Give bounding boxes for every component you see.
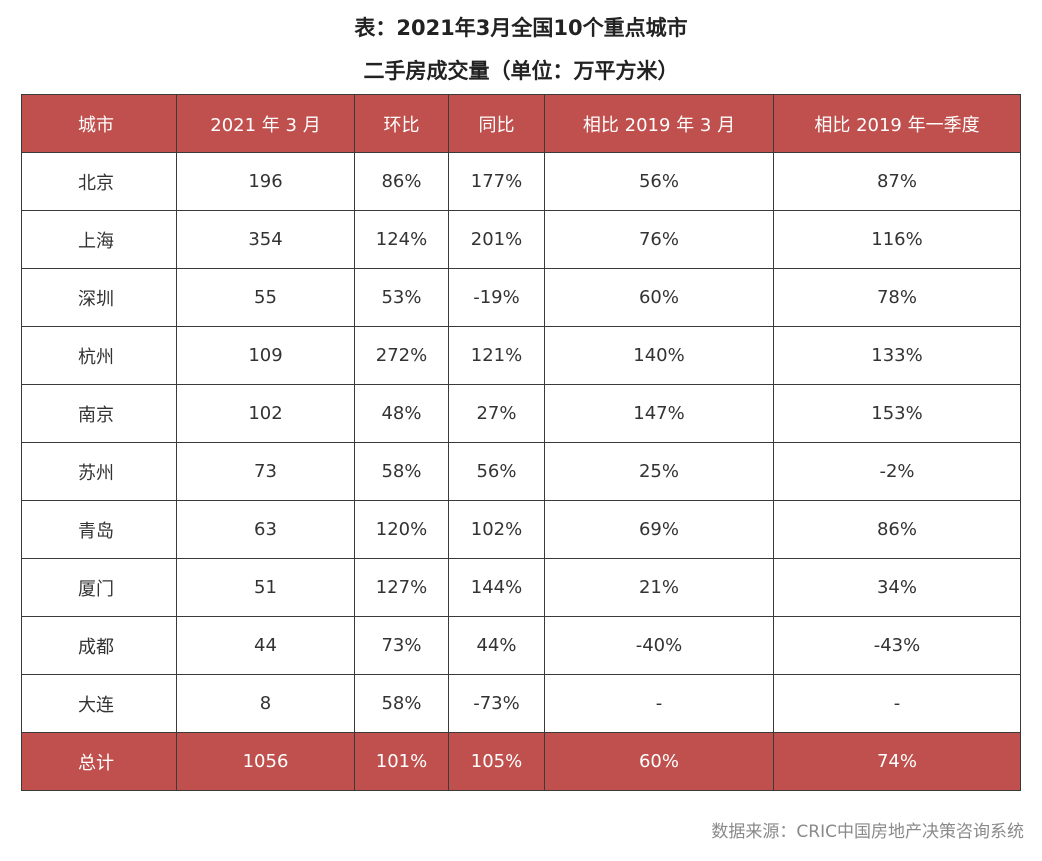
column-header-yoy: 同比 [448, 94, 545, 153]
city-cell: 青岛 [21, 500, 177, 559]
value-cell: 58% [354, 442, 449, 501]
value-cell: 48% [354, 384, 449, 443]
value-cell: 124% [354, 210, 449, 269]
value-cell: 63 [176, 500, 355, 559]
city-cell: 成都 [21, 616, 177, 675]
value-cell: 69% [544, 500, 774, 559]
value-cell: 21% [544, 558, 774, 617]
value-cell: 127% [354, 558, 449, 617]
column-header-mom: 环比 [354, 94, 449, 153]
city-cell: 杭州 [21, 326, 177, 385]
value-cell: 44% [448, 616, 545, 675]
value-cell: 102% [448, 500, 545, 559]
value-cell: 25% [544, 442, 774, 501]
value-cell: 73 [176, 442, 355, 501]
value-cell: 55 [176, 268, 355, 327]
city-cell: 深圳 [21, 268, 177, 327]
value-cell: 201% [448, 210, 545, 269]
value-cell: 76% [544, 210, 774, 269]
value-cell: 109 [176, 326, 355, 385]
value-cell: 73% [354, 616, 449, 675]
value-cell: 34% [773, 558, 1021, 617]
city-cell: 厦门 [21, 558, 177, 617]
value-cell: 140% [544, 326, 774, 385]
table-title-line-2: 二手房成交量（单位：万平方米） [363, 59, 679, 83]
table-row: 成都 44 73% 44% -40% -43% [21, 616, 1021, 675]
value-cell: 153% [773, 384, 1021, 443]
data-source-note: 数据来源：CRIC中国房地产决策咨询系统 [711, 822, 1024, 842]
total-cell: 74% [773, 732, 1021, 791]
value-cell: 56% [544, 152, 774, 211]
value-cell: - [773, 674, 1021, 733]
value-cell: 102 [176, 384, 355, 443]
value-cell: 144% [448, 558, 545, 617]
column-header-city: 城市 [21, 94, 177, 153]
value-cell: 121% [448, 326, 545, 385]
value-cell: 116% [773, 210, 1021, 269]
table-row: 厦门 51 127% 144% 21% 34% [21, 558, 1021, 617]
value-cell: 78% [773, 268, 1021, 327]
table-header: 城市 2021 年 3 月 环比 同比 相比 2019 年 3 月 相比 201… [21, 94, 1021, 153]
total-row: 总计 1056 101% 105% 60% 74% [21, 732, 1021, 791]
value-cell: 147% [544, 384, 774, 443]
total-cell: 105% [448, 732, 545, 791]
total-cell: 101% [354, 732, 449, 791]
table-body: 北京 196 86% 177% 56% 87% 上海 354 124% 201% 76% 116% 深圳… [21, 152, 1021, 733]
value-cell: 58% [354, 674, 449, 733]
table-row: 大连 8 58% -73% - - [21, 674, 1021, 733]
value-cell: 8 [176, 674, 355, 733]
value-cell: 51 [176, 558, 355, 617]
value-cell: 87% [773, 152, 1021, 211]
value-cell: 44 [176, 616, 355, 675]
value-cell: 177% [448, 152, 545, 211]
value-cell: -2% [773, 442, 1021, 501]
value-cell: 53% [354, 268, 449, 327]
column-header-mar-2021: 2021 年 3 月 [176, 94, 355, 153]
value-cell: - [544, 674, 774, 733]
column-header-vs-q1-2019: 相比 2019 年一季度 [773, 94, 1021, 153]
table-row: 南京 102 48% 27% 147% 153% [21, 384, 1021, 443]
city-cell: 大连 [21, 674, 177, 733]
value-cell: -19% [448, 268, 545, 327]
value-cell: 120% [354, 500, 449, 559]
total-cell: 60% [544, 732, 774, 791]
city-cell: 苏州 [21, 442, 177, 501]
value-cell: 27% [448, 384, 545, 443]
city-cell: 上海 [21, 210, 177, 269]
header-row: 城市 2021 年 3 月 环比 同比 相比 2019 年 3 月 相比 201… [21, 94, 1021, 153]
value-cell: -73% [448, 674, 545, 733]
value-cell: 56% [448, 442, 545, 501]
value-cell: -40% [544, 616, 774, 675]
column-header-vs-mar-2019: 相比 2019 年 3 月 [544, 94, 774, 153]
total-cell: 1056 [176, 732, 355, 791]
value-cell: 272% [354, 326, 449, 385]
table-row: 杭州 109 272% 121% 140% 133% [21, 326, 1021, 385]
total-cell: 总计 [21, 732, 177, 791]
table-row: 北京 196 86% 177% 56% 87% [21, 152, 1021, 211]
city-cell: 北京 [21, 152, 177, 211]
table-footer: 总计 1056 101% 105% 60% 74% [21, 732, 1021, 791]
value-cell: 196 [176, 152, 355, 211]
value-cell: 354 [176, 210, 355, 269]
value-cell: 86% [354, 152, 449, 211]
city-cell: 南京 [21, 384, 177, 443]
table-row: 青岛 63 120% 102% 69% 86% [21, 500, 1021, 559]
housing-transactions-table: 城市 2021 年 3 月 环比 同比 相比 2019 年 3 月 相比 201… [21, 94, 1021, 791]
table-title-line-1: 表：2021年3月全国10个重点城市 [354, 16, 688, 40]
value-cell: 133% [773, 326, 1021, 385]
table-row: 苏州 73 58% 56% 25% -2% [21, 442, 1021, 501]
value-cell: 60% [544, 268, 774, 327]
table-row: 深圳 55 53% -19% 60% 78% [21, 268, 1021, 327]
value-cell: -43% [773, 616, 1021, 675]
value-cell: 86% [773, 500, 1021, 559]
table-row: 上海 354 124% 201% 76% 116% [21, 210, 1021, 269]
